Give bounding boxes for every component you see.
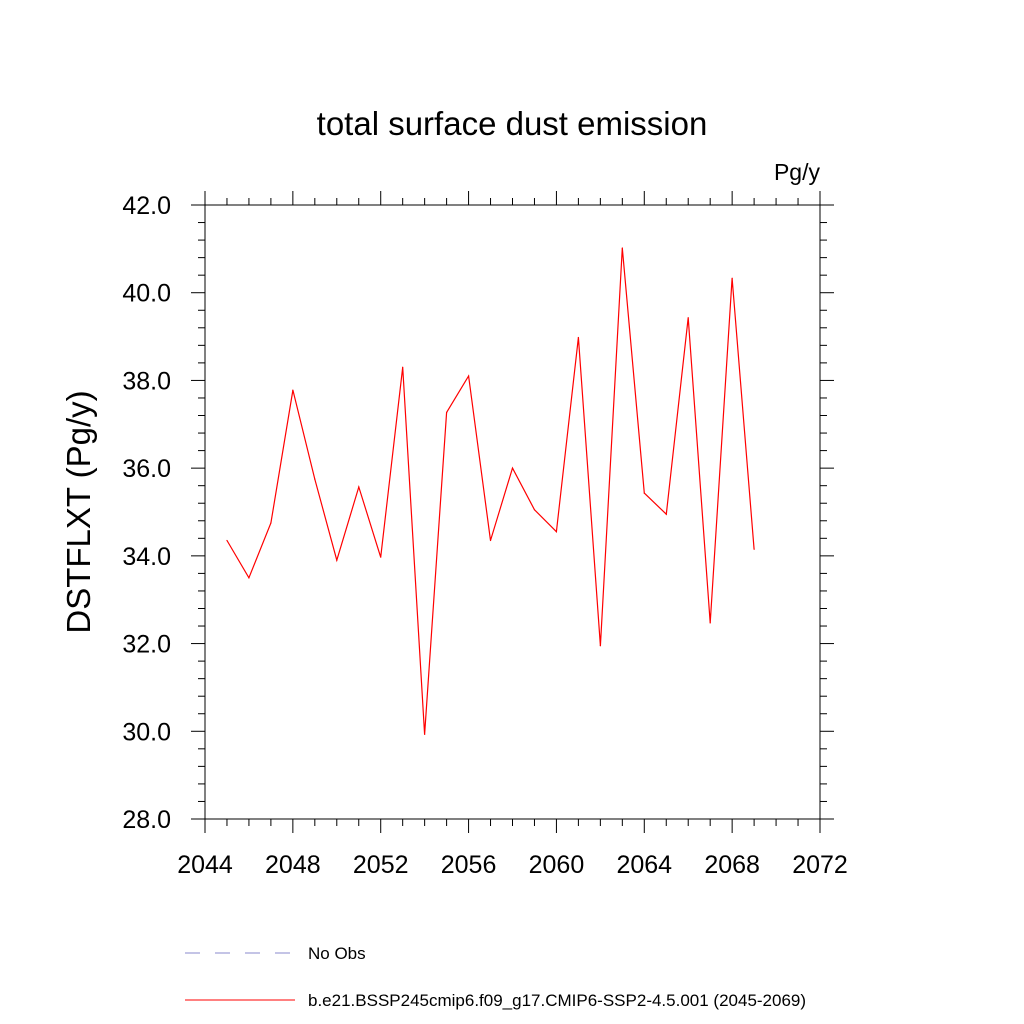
data-point-2062 <box>599 645 601 647</box>
data-point-2059 <box>533 509 536 511</box>
y-tick-label: 42.0 <box>122 192 171 220</box>
data-point-2058 <box>511 467 514 469</box>
minor-ticks <box>198 198 827 826</box>
legend: No Obs b.e21.BSSP245cmip6.f09_g17.CMIP6-… <box>185 944 806 1010</box>
data-point-2060 <box>555 531 558 533</box>
x-tick-label: 2064 <box>616 851 672 879</box>
data-point-2055 <box>446 411 448 414</box>
x-tick-label: 2048 <box>265 851 321 879</box>
series-line <box>226 247 755 735</box>
y-axis-title: DSTFLXT (Pg/y) <box>60 390 97 633</box>
data-point-2048 <box>292 389 294 391</box>
data-points <box>226 247 755 735</box>
data-point-2069 <box>753 548 755 550</box>
data-point-2054 <box>424 733 426 735</box>
x-tick-label: 2072 <box>792 851 848 879</box>
data-point-2051 <box>358 486 360 488</box>
x-tick-label: 2044 <box>177 851 233 879</box>
x-tick-label: 2056 <box>441 851 497 879</box>
data-point-2068 <box>731 277 733 279</box>
data-point-2067 <box>709 622 711 624</box>
data-point-2061 <box>577 336 579 339</box>
x-tick-label: 2060 <box>529 851 585 879</box>
y-tick-label: 32.0 <box>122 631 171 659</box>
y-tick-label: 30.0 <box>122 718 171 746</box>
x-tick-label: 2052 <box>353 851 409 879</box>
y-tick-label: 36.0 <box>122 455 171 483</box>
y-tick-label: 40.0 <box>122 280 171 308</box>
legend-label-no-obs: No Obs <box>308 944 366 963</box>
data-point-2050 <box>336 559 338 561</box>
data-point-2066 <box>687 317 689 319</box>
data-point-2056 <box>467 375 470 377</box>
units-label: Pg/y <box>774 159 821 185</box>
data-point-2064 <box>643 492 645 494</box>
y-tick-label: 38.0 <box>122 367 171 395</box>
legend-label-model: b.e21.BSSP245cmip6.f09_g17.CMIP6-SSP2-4.… <box>308 991 806 1010</box>
plot-frame <box>204 204 821 820</box>
data-point-2046 <box>248 577 250 579</box>
x-tick-label: 2068 <box>704 851 760 879</box>
chart-title: total surface dust emission <box>317 105 708 142</box>
data-point-2047 <box>270 522 272 524</box>
data-point-2049 <box>314 478 316 480</box>
data-point-2065 <box>665 513 667 515</box>
data-point-2057 <box>489 539 492 542</box>
data-point-2053 <box>402 366 404 368</box>
y-tick-label: 28.0 <box>122 806 171 834</box>
x-axis: 2044 2048 2052 2056 2060 2064 2068 2072 <box>177 191 848 879</box>
y-tick-label: 34.0 <box>122 543 171 571</box>
y-axis: 28.0 30.0 32.0 34.0 36.0 38.0 40.0 42.0 <box>122 192 834 834</box>
data-point-2063 <box>621 247 623 249</box>
data-point-2045 <box>226 539 228 542</box>
data-point-2052 <box>380 556 382 558</box>
